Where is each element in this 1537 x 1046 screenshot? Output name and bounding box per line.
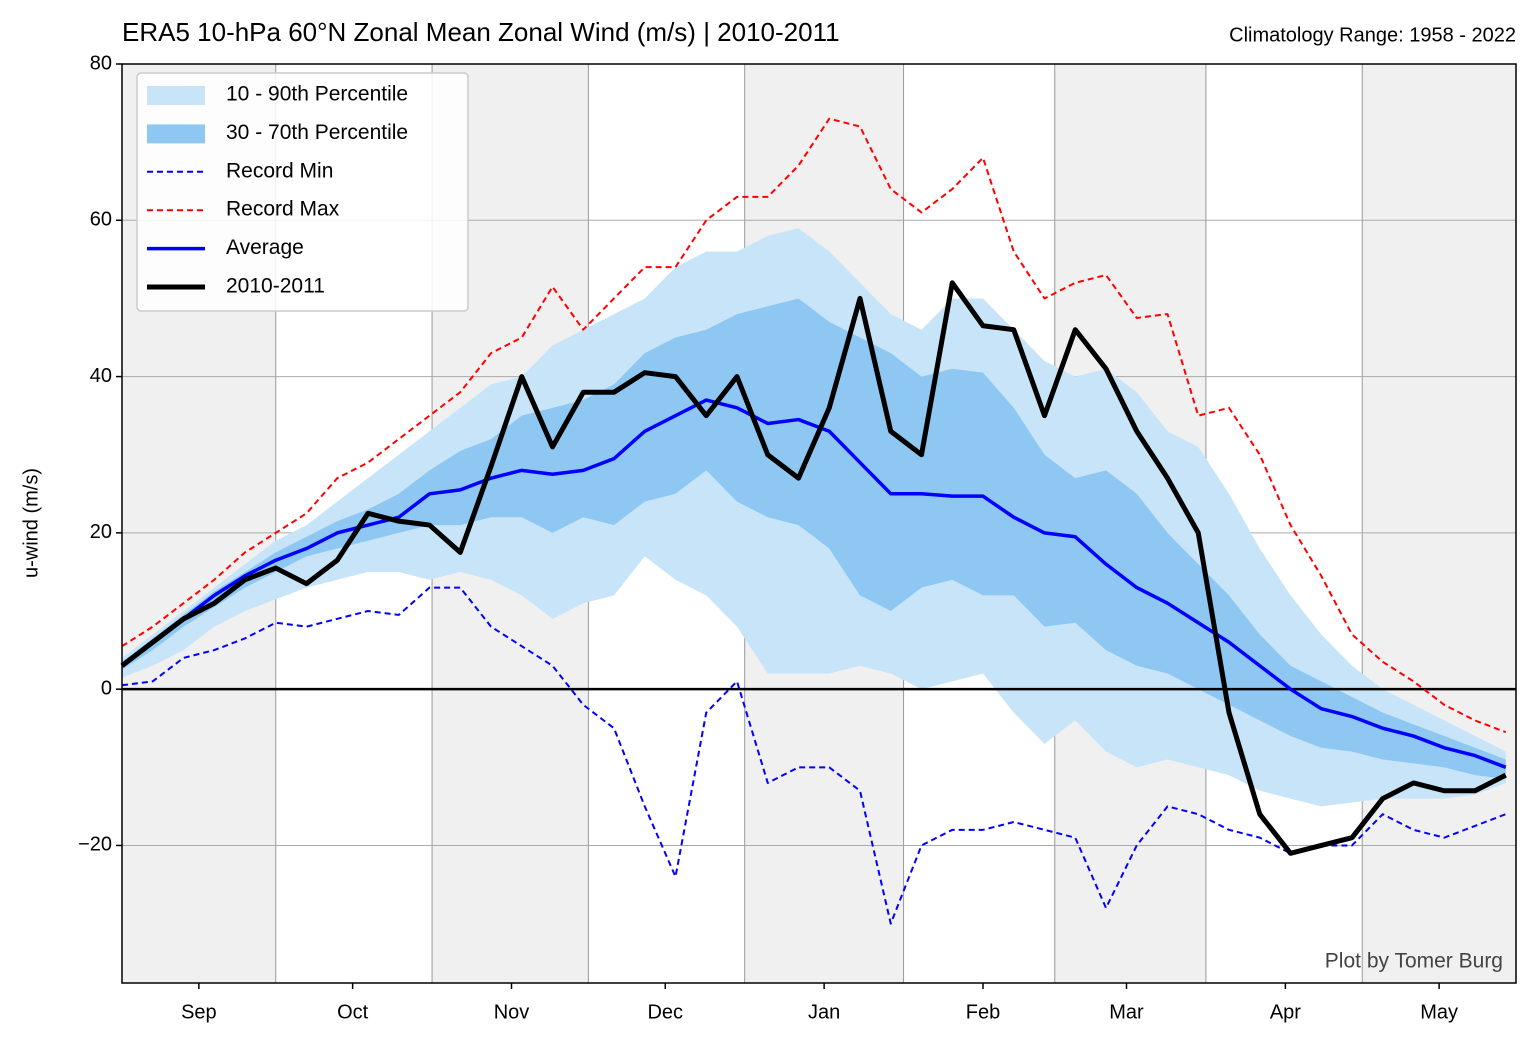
legend-label: 10 - 90th Percentile xyxy=(226,83,408,106)
legend-swatch xyxy=(147,86,205,105)
x-tick-label: Mar xyxy=(1109,1001,1144,1023)
y-tick-label: 80 xyxy=(90,52,112,74)
y-tick-label: 20 xyxy=(90,521,112,543)
y-tick-label: −20 xyxy=(78,834,112,856)
x-tick-label: Feb xyxy=(966,1001,1000,1023)
legend-label: Record Min xyxy=(226,159,333,182)
series-line xyxy=(121,117,1507,734)
series-line xyxy=(120,280,1507,856)
x-tick-label: Sep xyxy=(181,1001,217,1023)
y-tick-label: 60 xyxy=(90,209,112,231)
annotation: Plot by Tomer Burg xyxy=(1325,950,1503,973)
x-tick-label: May xyxy=(1420,1001,1458,1023)
legend-swatch xyxy=(147,124,205,144)
chart-title: ERA5 10-hPa 60°N Zonal Mean Zonal Wind (… xyxy=(122,17,840,47)
chart-subtitle: Climatology Range: 1958 - 2022 xyxy=(1229,24,1516,46)
x-tick-label: Apr xyxy=(1270,1001,1301,1023)
series-line xyxy=(121,586,1507,925)
x-tick-label: Dec xyxy=(647,1001,683,1023)
series-line xyxy=(120,398,1507,769)
legend-label: 30 - 70th Percentile xyxy=(226,121,408,144)
x-tick-label: Nov xyxy=(494,1001,530,1023)
legend-label: Record Max xyxy=(226,198,340,221)
y-tick-label: 40 xyxy=(90,365,112,387)
legend-box xyxy=(136,72,469,312)
month-shading xyxy=(1362,64,1516,983)
y-axis-label: u-wind (m/s) xyxy=(20,468,42,578)
x-tick-label: Oct xyxy=(337,1001,369,1023)
y-tick-label: 0 xyxy=(101,677,112,699)
percentile-band xyxy=(122,298,1506,780)
plot-frame xyxy=(121,63,1517,984)
legend: 10 - 90th Percentile 30 - 70th Percentile… xyxy=(136,72,469,312)
x-tick-label: Jan xyxy=(808,1001,840,1023)
legend-label: 2010-2011 xyxy=(226,275,325,298)
legend-label: Average xyxy=(226,236,304,259)
